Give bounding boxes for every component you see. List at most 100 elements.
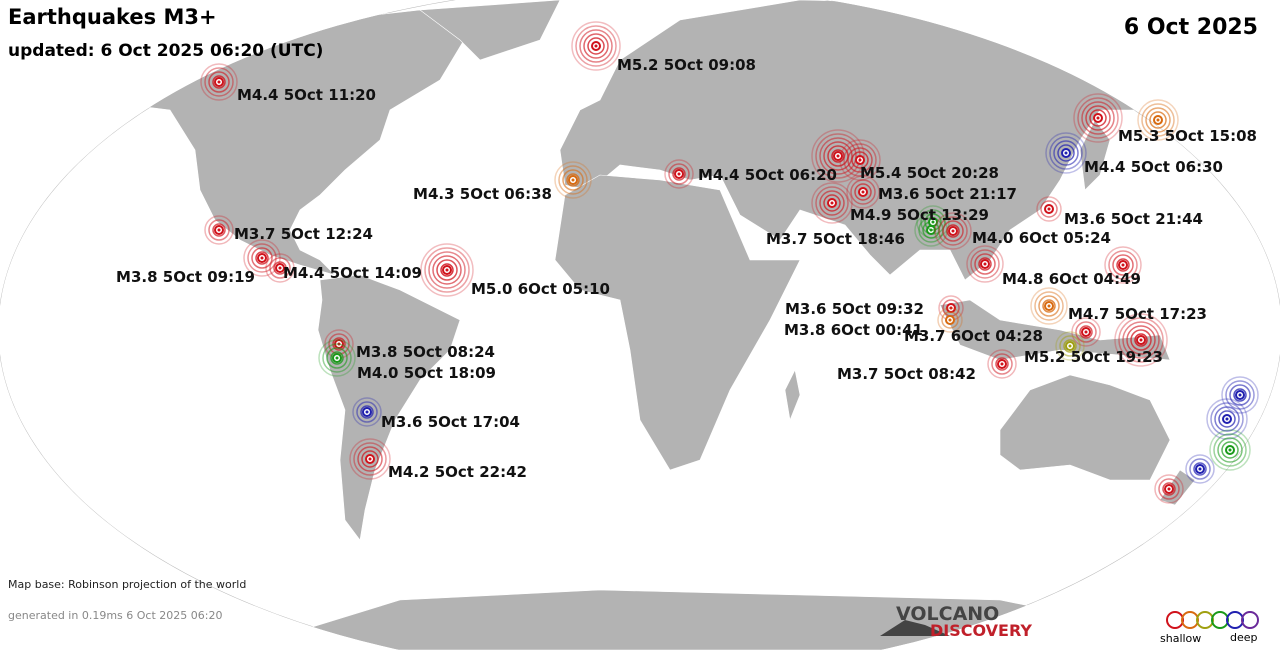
ring	[587, 37, 605, 55]
ring	[357, 446, 383, 472]
ring	[1038, 295, 1060, 317]
ring	[1089, 109, 1107, 127]
quake-marker	[1055, 331, 1085, 361]
quake-marker	[571, 21, 621, 71]
dot	[217, 80, 221, 84]
ring	[987, 349, 1017, 379]
dot	[337, 342, 341, 346]
ring	[356, 401, 378, 423]
quake-label: M4.0 6Oct 05:24	[972, 229, 1111, 247]
quake-marker	[1073, 93, 1123, 143]
ring	[854, 183, 872, 201]
quake-label: M4.3 5Oct 06:38	[413, 185, 552, 203]
ring	[946, 224, 960, 238]
quake-marker	[349, 438, 391, 480]
dot	[836, 154, 840, 158]
quake-marker	[966, 245, 1004, 283]
ring	[200, 63, 238, 101]
quake-marker	[987, 349, 1017, 379]
quake-layer: M5.2 5Oct 09:08 M4.4 5Oct 11:20 M5.3 5Oct …	[116, 21, 1259, 504]
ring	[1214, 406, 1240, 432]
ring	[1112, 254, 1134, 276]
ring	[815, 133, 861, 179]
ring	[664, 159, 694, 189]
ring	[1141, 103, 1175, 137]
ring	[815, 186, 849, 220]
ring	[208, 71, 230, 93]
quake-marker	[846, 175, 880, 209]
ring	[847, 147, 873, 173]
ring	[819, 137, 857, 175]
ring	[562, 169, 584, 191]
quake-marker	[265, 253, 295, 283]
ring	[846, 175, 880, 209]
ring	[1030, 287, 1068, 325]
ring	[208, 219, 230, 241]
quake-marker	[811, 182, 853, 224]
ring	[1081, 101, 1115, 135]
ring	[330, 351, 344, 365]
ring	[1075, 321, 1097, 343]
ring	[1137, 99, 1179, 141]
quake-label: M4.4 5Oct 06:20	[698, 166, 837, 184]
ring	[1057, 144, 1075, 162]
ring	[966, 245, 1004, 283]
quake-label: M5.3 5Oct 15:08	[1118, 127, 1257, 145]
dot	[1047, 304, 1051, 308]
dot	[571, 178, 575, 182]
ring	[255, 251, 269, 265]
ring	[1104, 246, 1142, 284]
ring	[1185, 454, 1215, 484]
ring	[1154, 474, 1184, 504]
dot	[260, 256, 264, 260]
ring	[924, 213, 942, 231]
ring	[318, 339, 356, 377]
updated: updated: 6 Oct 2025 06:20 (UTC)	[8, 41, 323, 61]
quake-label: M5.0 6Oct 05:10	[471, 280, 610, 298]
ring	[1233, 388, 1247, 402]
dot	[1228, 448, 1232, 452]
quake-marker	[811, 129, 865, 183]
ring	[1042, 299, 1056, 313]
quake-label: M3.7 5Oct 12:24	[234, 225, 373, 243]
quake-label: M3.7 5Oct 08:42	[837, 365, 976, 383]
ring	[1193, 462, 1207, 476]
ring	[1063, 339, 1077, 353]
quake-marker	[1030, 287, 1068, 325]
quake-label: M4.9 5Oct 13:29	[850, 206, 989, 224]
quake-label: M5.2 5Oct 19:23	[1024, 348, 1163, 366]
ring	[843, 143, 877, 177]
quake-label: M3.7 5Oct 18:46	[766, 230, 905, 248]
ring	[668, 163, 690, 185]
ring	[995, 357, 1009, 371]
ring	[1149, 111, 1167, 129]
ring	[1217, 437, 1243, 463]
ring	[978, 257, 992, 271]
ring	[251, 247, 273, 269]
quake-marker	[664, 159, 694, 189]
dot	[1068, 344, 1072, 348]
dot	[948, 318, 952, 322]
dot	[858, 158, 862, 162]
map-base: Map base: Robinson projection of the wor…	[8, 578, 246, 591]
quake-marker	[1114, 313, 1168, 367]
ring	[1145, 107, 1171, 133]
ring	[326, 347, 348, 369]
ring	[265, 253, 295, 283]
ring	[1134, 333, 1148, 347]
generated: generated in 0.19ms 6 Oct 2025 06:20	[8, 609, 222, 622]
quake-label: M3.6 5Oct 17:04	[381, 413, 520, 431]
ring	[1162, 482, 1176, 496]
ring	[1055, 331, 1085, 361]
quake-label: M5.4 5Oct 20:28	[860, 164, 999, 182]
ring	[1210, 402, 1244, 436]
ring	[1209, 429, 1251, 471]
dot	[1084, 330, 1088, 334]
quake-label: M4.0 5Oct 18:09	[357, 364, 496, 382]
dot	[1121, 263, 1125, 267]
quake-label: M5.2 5Oct 09:08	[617, 56, 756, 74]
ring	[332, 337, 346, 351]
ring	[1114, 313, 1168, 367]
ring	[566, 173, 580, 187]
dot	[1198, 467, 1202, 471]
